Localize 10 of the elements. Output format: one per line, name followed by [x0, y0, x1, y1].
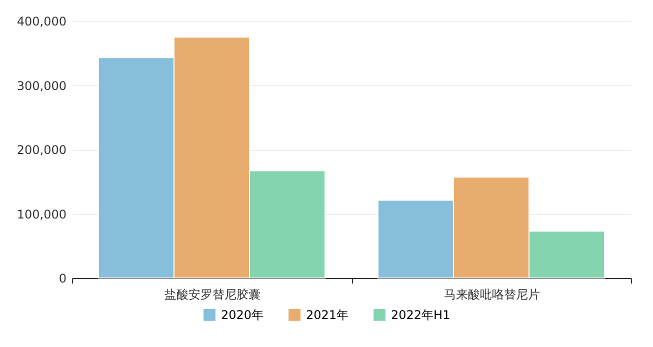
x-tick-label: 马来酸吡咯替尼片 — [444, 288, 540, 302]
y-tick-label: 0 — [58, 272, 66, 286]
y-tick-label: 200,000 — [16, 143, 66, 157]
legend-label: 2021年 — [306, 308, 349, 322]
x-tick-label: 盐酸安罗替尼胶囊 — [164, 288, 260, 302]
y-tick-label: 100,000 — [16, 207, 66, 222]
legend-label: 2020年 — [221, 308, 264, 322]
y-tick-label: 300,000 — [16, 78, 66, 93]
y-tick-label: 400,000 — [16, 14, 66, 28]
legend-label: 2022年H1 — [391, 308, 450, 322]
